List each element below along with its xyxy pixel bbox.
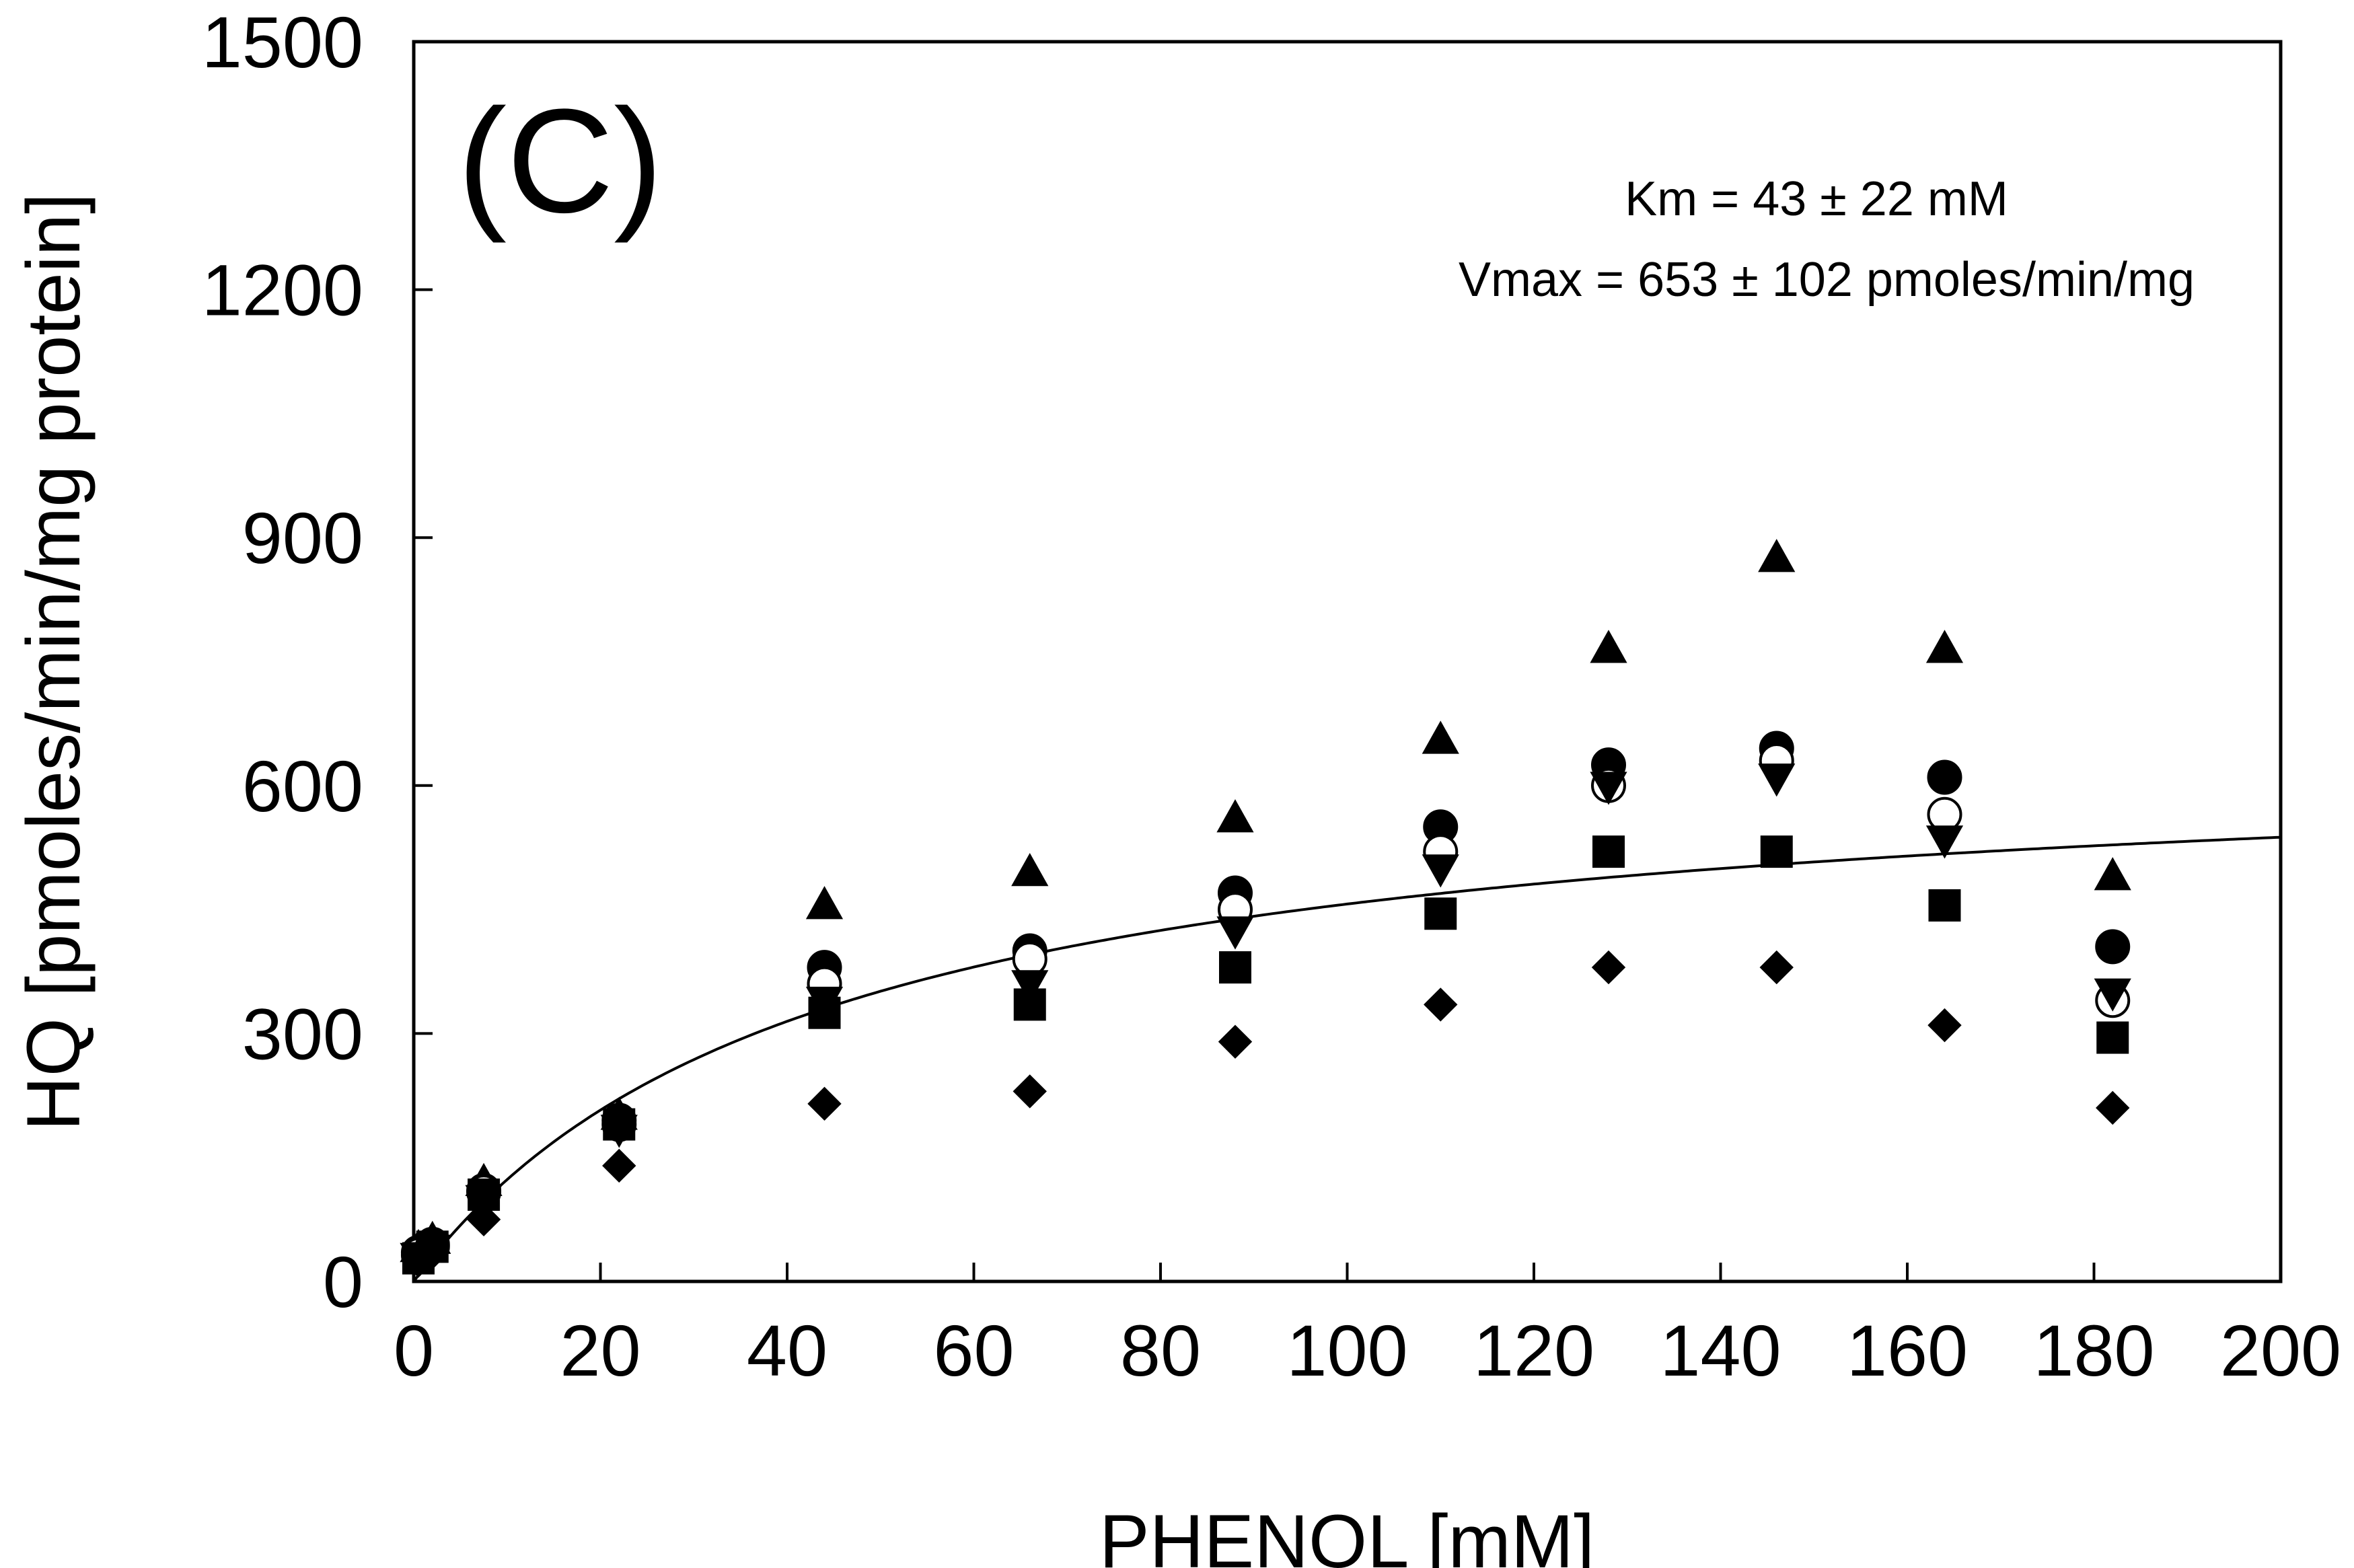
filled-diamond-point	[466, 1202, 501, 1237]
filled-diamond-point	[1927, 1008, 1962, 1043]
vmax-annotation: Vmax = 653 ± 102 pmoles/min/mg	[1459, 253, 2195, 307]
fit-curve	[412, 835, 2281, 1283]
x-axis-title: PHENOL [mM]	[1099, 1499, 1594, 1568]
y-tick-label: 900	[242, 497, 363, 578]
filled-square-point	[1013, 988, 1046, 1021]
plot-frame	[412, 40, 2283, 1283]
filled-square-point	[1928, 889, 1961, 922]
filled-square-point	[1592, 835, 1625, 868]
filled-diamond-point	[2096, 1090, 2130, 1125]
filled-square-point	[808, 996, 841, 1029]
filled-square-point	[1219, 951, 1251, 984]
filled-inverted-triangle-point	[2094, 978, 2131, 1012]
filled-diamond-point	[807, 1086, 842, 1121]
x-tick-label: 200	[2220, 1310, 2341, 1391]
y-tick-label: 300	[242, 993, 363, 1074]
km-annotation: Km = 43 ± 22 mM	[1625, 172, 2008, 226]
filled-triangle-point	[1216, 799, 1254, 833]
data-points	[400, 539, 2131, 1278]
x-tick-label: 140	[1660, 1310, 1781, 1391]
filled-inverted-triangle-point	[1590, 772, 1627, 805]
x-tick-label: 100	[1286, 1310, 1407, 1391]
filled-triangle-point	[1422, 720, 1459, 754]
filled-diamond-point	[1218, 1024, 1253, 1059]
y-tick-label: 1200	[202, 250, 363, 331]
filled-triangle-point	[1590, 630, 1627, 663]
x-tick-label: 180	[2033, 1310, 2154, 1391]
filled-inverted-triangle-point	[1422, 854, 1459, 888]
filled-square-point	[1760, 835, 1793, 868]
filled-triangle-point	[2094, 857, 2131, 891]
filled-square-point	[1424, 897, 1457, 930]
x-tick-label: 120	[1473, 1310, 1594, 1391]
filled-diamond-point	[602, 1148, 636, 1183]
filled-inverted-triangle-point	[1758, 763, 1796, 797]
panel-label: (C)	[457, 78, 663, 244]
x-tick-label: 0	[394, 1310, 434, 1391]
x-tick-label: 80	[1120, 1310, 1201, 1391]
y-axis-title: HQ [pmoles/min/mg protein]	[11, 193, 96, 1131]
axis-ticks: 0 20 40 60 80 100 120 140 160 180 200 0 300 600 900 120…	[202, 1, 2341, 1391]
filled-diamond-point	[1591, 950, 1626, 985]
filled-diamond-point	[1424, 987, 1458, 1022]
filled-inverted-triangle-point	[1216, 916, 1254, 950]
filled-triangle-point	[1011, 853, 1049, 887]
filled-triangle-point	[1925, 630, 1964, 663]
y-tick-label: 1500	[202, 1, 363, 83]
y-tick-label: 600	[242, 745, 363, 827]
x-tick-label: 160	[1847, 1310, 1968, 1391]
filled-circle-point	[2095, 929, 2131, 965]
filled-diamond-point	[1013, 1074, 1047, 1109]
x-tick-label: 40	[747, 1310, 827, 1391]
filled-square-point	[603, 1108, 636, 1141]
filled-diamond-point	[1759, 950, 1794, 985]
filled-inverted-triangle-point	[1925, 825, 1964, 859]
x-tick-label: 20	[560, 1310, 640, 1391]
filled-diamond-point	[415, 1235, 449, 1270]
filled-inverted-triangle-point	[1011, 970, 1049, 1004]
filled-triangle-point	[1758, 539, 1796, 572]
x-tick-label: 60	[933, 1310, 1014, 1391]
filled-triangle-point	[805, 886, 844, 920]
filled-square-point	[2096, 1021, 2129, 1054]
filled-circle-point	[1927, 759, 1962, 795]
y-tick-label: 0	[323, 1241, 363, 1322]
